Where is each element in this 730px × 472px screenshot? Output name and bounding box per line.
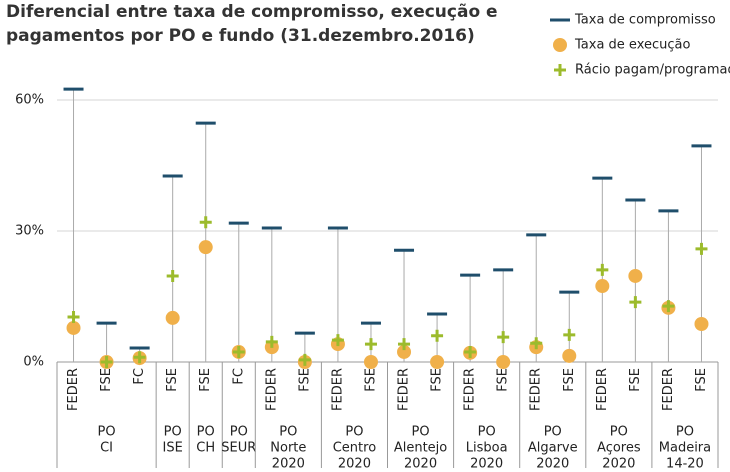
group-label: ISE <box>163 441 183 456</box>
point <box>199 216 212 229</box>
x-tick-label: FSE <box>363 368 378 392</box>
point <box>397 344 412 359</box>
point <box>530 337 543 350</box>
point <box>166 269 179 282</box>
group-label: Algarve <box>528 441 578 456</box>
x-tick-label: FEDER <box>529 368 544 411</box>
point <box>198 240 213 255</box>
point <box>497 331 510 344</box>
point <box>165 310 180 325</box>
group-label: 2020 <box>536 457 569 469</box>
legend-label: Taxa de compromisso <box>574 13 716 28</box>
y-tick-label: 60% <box>15 93 44 108</box>
x-tick-label: FC <box>231 368 246 385</box>
point <box>232 345 245 358</box>
x-tick-label: FSE <box>628 368 643 392</box>
x-tick-label: FSE <box>99 368 114 392</box>
x-tick-label: FSE <box>297 368 312 392</box>
x-tick-label: FSE <box>694 368 709 392</box>
group-label: PO <box>279 425 297 440</box>
legend-label: Taxa de execução <box>574 38 690 53</box>
group-label: PO <box>230 425 248 440</box>
point <box>431 329 444 342</box>
group-label: PO <box>478 425 496 440</box>
group-label: CI <box>100 441 113 456</box>
point <box>562 348 577 363</box>
x-tick-label: FEDER <box>397 368 412 411</box>
group-label: 2020 <box>602 457 635 469</box>
x-tick-label: FEDER <box>463 368 478 411</box>
group-label: 2020 <box>470 457 503 469</box>
x-tick-label: FEDER <box>264 368 279 411</box>
point <box>563 328 576 341</box>
group-label: PO <box>544 425 562 440</box>
group-label: PO <box>412 425 430 440</box>
group-label: PO <box>197 425 215 440</box>
legend-marker <box>554 64 566 76</box>
point <box>464 345 477 358</box>
group-label: SEUR <box>221 441 256 456</box>
x-tick-label: FEDER <box>66 368 81 411</box>
point <box>67 311 80 324</box>
point <box>496 355 511 369</box>
group-label: 2020 <box>338 457 371 469</box>
group-label: 14-20 <box>666 457 704 469</box>
group-label: PO <box>676 425 694 440</box>
chart-title: pagamentos por PO e fundo (31.dezembro.2… <box>6 26 475 46</box>
x-tick-label: FSE <box>562 368 577 392</box>
group-label: Lisboa <box>466 441 508 456</box>
x-tick-label: FSE <box>165 368 180 392</box>
group-label: 2020 <box>404 457 437 469</box>
point <box>430 355 445 369</box>
group-label: 2020 <box>272 457 305 469</box>
x-tick-label: FEDER <box>330 368 345 411</box>
point <box>100 356 113 368</box>
point <box>364 338 377 351</box>
point <box>331 334 344 347</box>
y-tick-label: 0% <box>23 355 44 370</box>
point <box>133 351 146 364</box>
y-tick-label: 30% <box>15 224 44 239</box>
x-tick-label: FSE <box>496 368 511 392</box>
group-label: Centro <box>333 441 376 456</box>
point <box>363 355 378 369</box>
point <box>628 268 643 283</box>
x-tick-label: FSE <box>198 368 213 392</box>
legend-marker <box>553 38 567 52</box>
x-tick-label: FC <box>132 368 147 385</box>
legend-label: Rácio pagam/programado <box>575 63 730 78</box>
x-tick-label: FEDER <box>661 368 676 411</box>
group-label: Norte <box>270 441 306 456</box>
group-label: Madeira <box>659 441 711 456</box>
point <box>596 263 609 276</box>
point <box>629 296 642 309</box>
group-label: PO <box>98 425 116 440</box>
group-label: CH <box>196 441 215 456</box>
point <box>662 300 675 313</box>
point <box>695 242 708 255</box>
group-label: PO <box>345 425 363 440</box>
point <box>595 279 610 294</box>
x-tick-label: FEDER <box>595 368 610 411</box>
group-label: PO <box>610 425 628 440</box>
point <box>265 335 278 348</box>
point <box>694 317 709 332</box>
point <box>66 320 81 335</box>
group-label: Alentejo <box>394 441 447 456</box>
point <box>398 338 411 351</box>
group-label: Açores <box>597 441 641 456</box>
x-tick-label: FSE <box>430 368 445 392</box>
group-label: PO <box>164 425 182 440</box>
chart-title: Diferencial entre taxa de compromisso, e… <box>6 2 498 22</box>
point <box>298 353 311 366</box>
